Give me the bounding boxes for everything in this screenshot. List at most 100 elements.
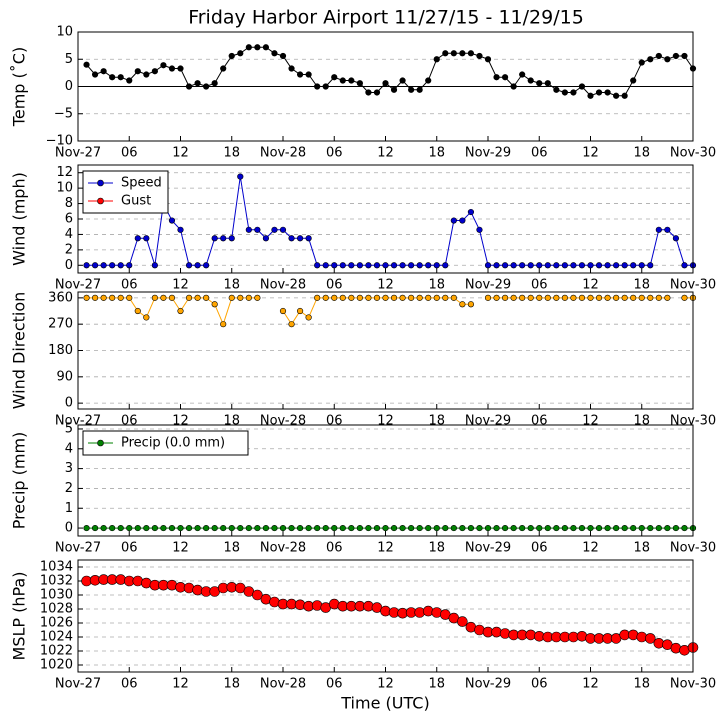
data-point: [296, 524, 304, 532]
x-tick-label: 18: [428, 677, 445, 692]
data-point: [536, 524, 543, 532]
plot-frame: [77, 31, 694, 142]
x-tick-label: Nov-27: [55, 541, 101, 556]
x-tick-label: Nov-29: [465, 677, 511, 692]
y-tick-label: 2: [65, 242, 73, 257]
data-point: [185, 262, 193, 269]
x-tick-label: 18: [633, 278, 650, 293]
data-point: [450, 50, 457, 57]
data-point: [450, 217, 457, 224]
x-tick-label: 12: [582, 278, 599, 293]
data-point: [185, 524, 193, 532]
data-point: [655, 52, 662, 60]
data-point: [279, 524, 287, 532]
data-point: [604, 294, 611, 301]
data-point: [339, 262, 346, 269]
data-point: [143, 71, 150, 78]
x-tick-label: Nov-30: [670, 541, 716, 556]
data-point: [621, 294, 628, 301]
data-point: [314, 294, 321, 301]
data-point: [501, 74, 509, 81]
data-point: [382, 80, 389, 87]
x-tick-label: 06: [121, 414, 138, 429]
x-tick-label: 18: [633, 677, 650, 692]
data-point: [168, 217, 176, 224]
data-point: [109, 74, 116, 81]
data-point: [203, 524, 210, 532]
plot-frame: [77, 291, 694, 410]
y-tick-label: 90: [56, 369, 73, 384]
data-point: [91, 524, 99, 532]
data-point: [382, 294, 389, 301]
y-tick-label: 1022: [40, 644, 73, 659]
data-point: [553, 86, 560, 93]
data-point: [408, 294, 415, 301]
data-point: [553, 524, 560, 532]
data-point: [476, 524, 483, 532]
data-point: [220, 524, 227, 532]
data-point: [390, 294, 398, 301]
legend-label: Speed: [121, 176, 162, 191]
x-tick-label: Nov-28: [260, 146, 306, 161]
chart-title: Friday Harbor Airport 11/27/15 - 11/29/1…: [188, 7, 584, 29]
data-point: [245, 294, 252, 301]
data-point: [510, 524, 517, 532]
y-tick-label: 5: [65, 421, 73, 436]
data-point: [279, 52, 287, 60]
data-point: [160, 294, 167, 301]
data-point: [109, 524, 116, 532]
data-point: [527, 262, 534, 269]
y-tick-label: 270: [48, 317, 73, 332]
data-point: [331, 262, 338, 269]
x-tick-label: 12: [582, 677, 599, 692]
series-line: [86, 297, 258, 326]
data-point: [664, 56, 671, 63]
data-point: [433, 524, 440, 532]
x-tick-label: 18: [428, 278, 445, 293]
y-tick-label: 6: [65, 212, 73, 227]
y-tick-label: 5: [65, 52, 73, 67]
data-point: [339, 524, 346, 532]
data-point: [254, 524, 261, 532]
x-tick-label: 18: [633, 541, 650, 556]
x-tick-label: 06: [326, 677, 343, 692]
data-point: [254, 226, 261, 233]
data-point: [185, 83, 193, 90]
data-point: [570, 262, 577, 269]
data-point: [245, 524, 252, 532]
data-point: [100, 262, 107, 269]
data-point: [408, 524, 415, 532]
x-tick-label: 06: [531, 278, 548, 293]
data-point: [305, 235, 312, 242]
data-point: [348, 262, 355, 269]
data-point: [373, 262, 381, 269]
data-point: [356, 524, 363, 532]
data-point: [288, 524, 295, 532]
data-point: [425, 294, 432, 301]
plot-frame: [77, 424, 694, 537]
data-point: [544, 80, 551, 87]
data-point: [382, 262, 389, 269]
data-point: [220, 321, 227, 328]
x-tick-label: 12: [582, 414, 599, 429]
y-axis-label: MSLP (hPa): [10, 572, 29, 661]
data-point: [151, 68, 158, 75]
data-point: [493, 262, 500, 269]
data-point: [348, 524, 355, 532]
data-point: [664, 226, 671, 233]
data-point: [467, 208, 475, 216]
data-point: [587, 294, 594, 301]
data-point: [459, 301, 466, 308]
x-tick-label: 06: [531, 541, 548, 556]
data-point: [613, 92, 620, 99]
data-point: [570, 294, 577, 301]
data-point: [228, 294, 235, 301]
x-tick-label: 18: [223, 677, 240, 692]
data-point: [288, 65, 295, 72]
data-point: [211, 524, 218, 532]
data-point: [271, 50, 278, 57]
data-point: [160, 524, 167, 532]
x-tick-label: 06: [121, 146, 138, 161]
data-point: [126, 524, 133, 532]
